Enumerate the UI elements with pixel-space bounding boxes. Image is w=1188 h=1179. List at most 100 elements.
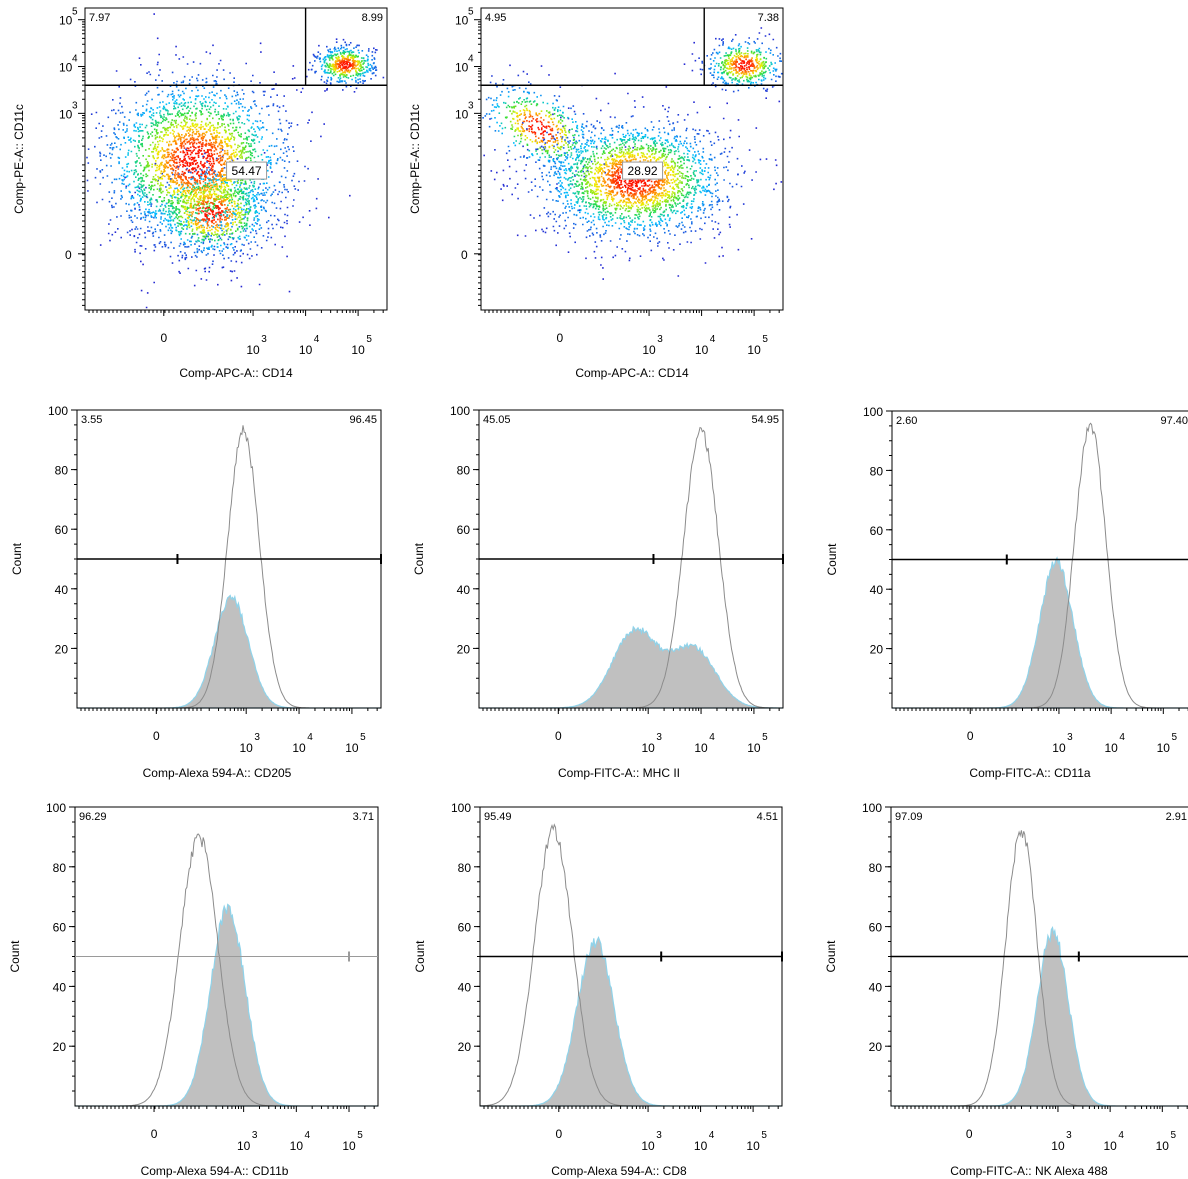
- y-tick-label: 20: [870, 643, 884, 657]
- event-dot-group: [520, 77, 742, 140]
- event-dot-group: [592, 203, 595, 206]
- x-axis-minor-ticks: [88, 310, 384, 313]
- x-tick-label: 0: [556, 331, 563, 345]
- event-dot-group: [208, 172, 210, 175]
- event-dot-group: [159, 63, 372, 104]
- event-dot-group: [666, 177, 669, 180]
- event-dot-group: [575, 183, 577, 186]
- event-dot-group: [239, 212, 241, 214]
- event-dot-group: [633, 138, 635, 141]
- y-tick-label: 20: [53, 1040, 67, 1054]
- event-dot-group: [595, 193, 598, 195]
- event-dot-group: [343, 53, 345, 55]
- event-dot-group: [531, 140, 660, 206]
- event-dot-group: [129, 74, 292, 246]
- event-dot-group: [239, 215, 241, 217]
- event-dot-group: [108, 44, 359, 245]
- event-dot-group: [528, 68, 778, 222]
- event-dot-group: [340, 44, 343, 47]
- event-dot-group: [623, 151, 625, 154]
- region-percent-left: 3.55: [81, 414, 102, 426]
- event-dot-group: [140, 217, 142, 219]
- event-dot-group: [604, 208, 606, 210]
- x-tick-label: 10: [237, 1139, 251, 1153]
- event-dot-group: [249, 206, 252, 208]
- event-dot-group: [743, 60, 745, 63]
- event-dot-group: [723, 62, 726, 64]
- x-axis-label: Comp-FITC-A:: NK Alexa 488: [950, 1164, 1108, 1178]
- event-dot-group: [231, 54, 362, 209]
- event-dot-group: [145, 69, 372, 233]
- event-dot-group: [610, 155, 612, 157]
- event-dot-group: [746, 68, 748, 71]
- event-dot-group: [280, 226, 282, 229]
- x-tick-exponent: 3: [1066, 1130, 1072, 1141]
- event-dot-group: [206, 235, 208, 238]
- event-dot-group: [181, 67, 360, 197]
- event-dot-group: [151, 166, 153, 168]
- event-dot-group: [597, 57, 734, 171]
- y-tick-label: 0: [461, 248, 468, 262]
- event-dot-group: [246, 208, 248, 210]
- event-dot-group: [658, 192, 661, 195]
- y-axis-label: Count: [412, 542, 426, 575]
- y-tick-label: 10: [59, 14, 73, 28]
- event-dot-group: [560, 52, 762, 148]
- event-dot-group: [178, 51, 347, 214]
- x-tick-label: 10: [299, 343, 313, 357]
- event-dot-group: [130, 51, 355, 216]
- event-dot-group: [747, 53, 749, 55]
- y-axis-label: Comp-PE-A:: CD11c: [12, 104, 26, 214]
- event-dot-group: [309, 123, 325, 226]
- event-dot-group: [215, 81, 218, 83]
- y-axis-label: Comp-PE-A:: CD11c: [408, 104, 422, 214]
- event-dot-group: [101, 51, 348, 263]
- event-dot-group: [251, 154, 254, 157]
- event-dot-group: [167, 67, 346, 169]
- event-dot-group: [165, 117, 167, 119]
- event-dot-group: [652, 147, 655, 150]
- x-axis-minor-ticks: [484, 310, 780, 313]
- x-axis-minor-ticks: [482, 708, 780, 711]
- event-dot-group: [721, 61, 724, 63]
- event-dot-group: [232, 247, 234, 249]
- event-dot-group: [634, 220, 645, 223]
- x-tick-exponent: 5: [1172, 732, 1178, 743]
- event-dot-group: [177, 202, 179, 204]
- x-tick-label: 10: [694, 1139, 708, 1153]
- event-dot-group: [502, 37, 750, 218]
- event-dot-group: [757, 65, 767, 77]
- event-dot-group: [151, 184, 153, 187]
- event-dot-group: [194, 98, 197, 100]
- event-dot-group: [256, 193, 258, 196]
- event-dot-group: [138, 57, 363, 151]
- event-dot-group: [154, 174, 157, 176]
- event-dot-group: [638, 188, 640, 191]
- event-dot-group: [239, 255, 242, 257]
- region-percent-left: 2.60: [896, 415, 917, 427]
- y-tick-label: 10: [455, 14, 469, 28]
- event-dot-group: [212, 124, 227, 134]
- event-dot-group: [233, 81, 235, 83]
- y-axis-label: Count: [825, 543, 839, 576]
- event-dot-group: [224, 129, 235, 141]
- y-axis-minor-ticks: [889, 425, 892, 694]
- event-dot-group: [668, 123, 671, 126]
- x-tick-label: 10: [747, 741, 761, 755]
- event-dot-group: [222, 232, 224, 235]
- y-tick-label: 80: [870, 464, 884, 478]
- x-axis-label: Comp-Alexa 594-A:: CD8: [551, 1164, 687, 1178]
- x-tick-exponent: 4: [307, 732, 313, 743]
- event-dot-group: [123, 49, 340, 237]
- event-dot-group: [247, 129, 250, 132]
- event-dot-group: [617, 169, 653, 191]
- event-dot-group: [194, 187, 196, 190]
- event-dot-group: [660, 206, 662, 209]
- event-dot-group: [585, 166, 588, 168]
- x-axis-label: Comp-Alexa 594-A:: CD11b: [141, 1164, 289, 1178]
- x-tick-label: 10: [345, 741, 359, 755]
- event-dot-group: [619, 166, 621, 169]
- y-tick-exponent: 4: [72, 54, 78, 65]
- y-tick-label: 40: [458, 980, 472, 994]
- event-dot-group: [348, 53, 351, 56]
